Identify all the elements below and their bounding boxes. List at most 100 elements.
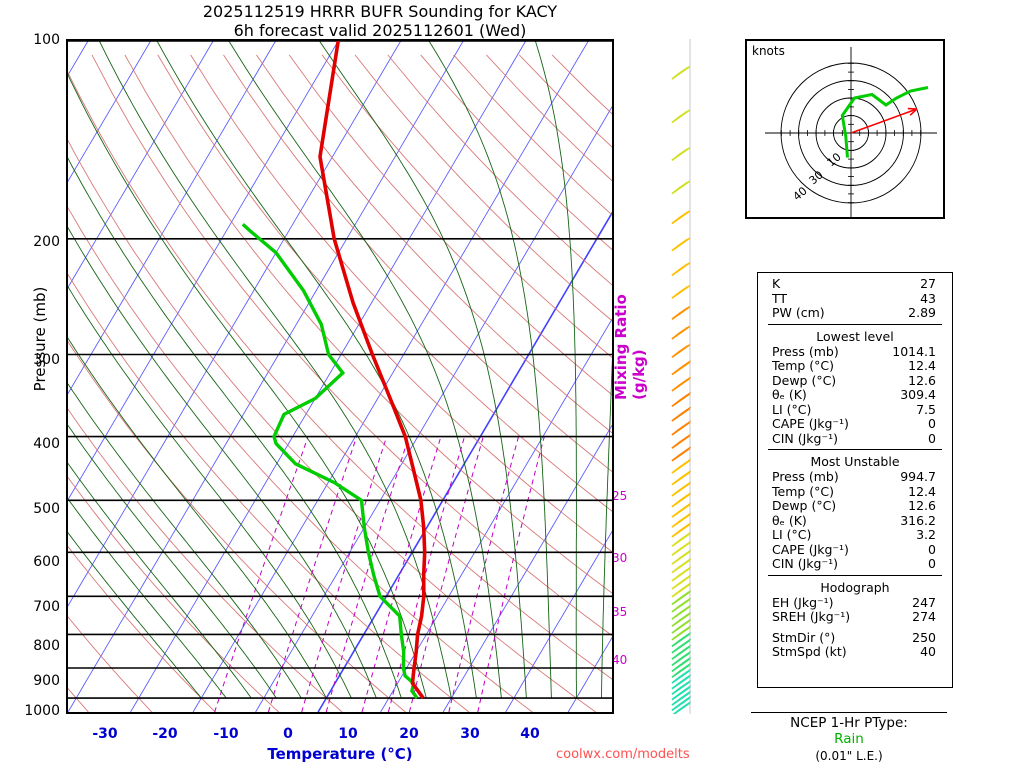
unstable-value-cin: 0 — [928, 556, 936, 571]
param-label-pw: PW (cm) — [772, 305, 825, 320]
temp-tick-10: 10 — [338, 726, 358, 742]
unstable-row-temp: Temp (°C) 12.4 — [758, 483, 952, 500]
ptype-value: Rain — [834, 731, 864, 747]
hodo-value-eh: 247 — [912, 594, 936, 610]
ptype-note: (0.01" L.E.) — [815, 749, 883, 763]
unstable-row-dewp: Dewp (°C) 12.6 — [758, 498, 952, 514]
hodograph-panel[interactable]: 10 30 40 — [745, 39, 945, 219]
unstable-label-thetae: θₑ (K) — [772, 512, 807, 528]
temp-tick--10: -10 — [213, 726, 239, 742]
hodo-label-stmdir: StmDir (°) — [772, 629, 836, 645]
lowest-value-thetae: 309.4 — [900, 387, 936, 402]
lowest-row-press: Press (mb) 1014.1 — [758, 343, 952, 360]
param-row-k: K 27 — [758, 276, 952, 292]
lowest-label-cin: CIN (Jkg⁻¹) — [772, 430, 838, 446]
unstable-label-li: LI (°C) — [772, 527, 812, 542]
param-label-k: K — [772, 276, 781, 291]
unstable-value-temp: 12.4 — [908, 483, 936, 499]
hodo-row-eh: EH (Jkg⁻¹) 247 — [758, 594, 952, 611]
pressure-tick-200: 200 — [33, 234, 60, 250]
temp-tick--30: -30 — [92, 726, 118, 742]
lowest-label-cape: CAPE (Jkg⁻¹) — [772, 416, 849, 431]
pressure-tick-900: 900 — [33, 673, 60, 689]
pressure-tick-1000: 1000 — [24, 703, 60, 719]
divider-2 — [768, 449, 942, 450]
hodo-row-stmspd: StmSpd (kt) 40 — [758, 644, 952, 660]
lowest-row-temp: Temp (°C) 12.4 — [758, 358, 952, 374]
lowest-level-header: Lowest level — [816, 328, 894, 344]
hodo-value-sreh: 274 — [912, 609, 936, 624]
chart-title-line2: 6h forecast valid 2025112601 (Wed) — [233, 21, 527, 40]
lowest-value-cape: 0 — [928, 416, 936, 431]
unstable-row-li: LI (°C) 3.2 — [758, 527, 952, 543]
pressure-tick-500: 500 — [33, 501, 60, 517]
x-axis-label: Temperature (°C) — [267, 745, 413, 763]
pressure-tick-300: 300 — [33, 352, 60, 368]
hodo-label-stmspd: StmSpd (kt) — [772, 644, 847, 659]
branding-text: coolwx.com/modelts — [556, 747, 690, 762]
unstable-row-cape: CAPE (Jkg⁻¹) 0 — [758, 541, 952, 558]
hodo-row-stmdir: StmDir (°) 250 — [758, 629, 952, 646]
chart-title-line1: 2025112519 HRRR BUFR Sounding for KACY — [202, 2, 558, 21]
lowest-value-press: 1014.1 — [892, 343, 936, 359]
lowest-row-cape: CAPE (Jkg⁻¹) 0 — [758, 416, 952, 432]
skewt-diagram[interactable] — [66, 39, 614, 714]
pressure-tick-700: 700 — [33, 599, 60, 615]
lowest-label-press: Press (mb) — [772, 343, 839, 359]
unstable-value-press: 994.7 — [900, 469, 936, 484]
lowest-value-temp: 12.4 — [908, 358, 936, 373]
lowest-value-dewp: 12.6 — [908, 372, 936, 388]
unstable-label-temp: Temp (°C) — [772, 483, 835, 499]
lowest-label-temp: Temp (°C) — [772, 358, 835, 373]
lowest-value-li: 7.5 — [916, 401, 936, 417]
param-value-k: 27 — [920, 276, 936, 291]
divider-3 — [768, 574, 942, 576]
unstable-value-li: 3.2 — [916, 527, 936, 542]
lowest-row-dewp: Dewp (°C) 12.6 — [758, 372, 952, 389]
param-value-pw: 2.89 — [908, 305, 936, 320]
mixing-side-tick-30: 30 — [612, 551, 628, 565]
mixing-side-tick-25: 25 — [612, 489, 628, 503]
most-unstable-header: Most Unstable — [810, 454, 900, 469]
ptype-divider — [751, 712, 947, 713]
lowest-row-li: LI (°C) 7.5 — [758, 401, 952, 418]
lowest-label-li: LI (°C) — [772, 401, 812, 417]
unstable-row-thetae: θₑ (K) 316.2 — [758, 512, 952, 529]
lowest-label-dewp: Dewp (°C) — [772, 372, 837, 388]
wind-barbs — [671, 39, 692, 717]
param-row-pw: PW (cm) 2.89 — [758, 305, 952, 321]
skewt-canvas — [68, 41, 612, 712]
ptype-panel: NCEP 1-Hr PType: Rain (0.01" L.E.) — [743, 712, 955, 763]
pressure-tick-800: 800 — [33, 638, 60, 654]
hodo-value-stmspd: 40 — [920, 644, 936, 659]
ptype-header: NCEP 1-Hr PType: — [790, 715, 908, 731]
hodo-label-sreh: SREH (Jkg⁻¹) — [772, 609, 851, 624]
lowest-row-thetae: θₑ (K) 309.4 — [758, 387, 952, 403]
mixing-side-tick-35: 35 — [612, 605, 628, 619]
hodograph-units-label: knots — [752, 44, 785, 58]
hodo-value-stmdir: 250 — [912, 629, 936, 645]
temp-tick--20: -20 — [152, 726, 178, 742]
unstable-label-cin: CIN (Jkg⁻¹) — [772, 556, 838, 571]
unstable-label-cape: CAPE (Jkg⁻¹) — [772, 541, 849, 557]
temp-tick-20: 20 — [399, 726, 419, 742]
parameters-panel: K 27 TT 43 PW (cm) 2.89 Lowest level Press … — [757, 272, 953, 688]
param-label-tt: TT — [772, 290, 788, 306]
temp-tick-40: 40 — [520, 726, 540, 742]
unstable-value-dewp: 12.6 — [908, 498, 936, 513]
lowest-row-cin: CIN (Jkg⁻¹) 0 — [758, 430, 952, 447]
pressure-tick-100: 100 — [33, 32, 60, 48]
temp-tick-30: 30 — [460, 726, 480, 742]
divider-1 — [768, 323, 942, 325]
temp-tick-0: 0 — [283, 726, 293, 742]
unstable-value-cape: 0 — [928, 541, 936, 557]
unstable-label-dewp: Dewp (°C) — [772, 498, 837, 513]
hodo-row-sreh: SREH (Jkg⁻¹) 274 — [758, 609, 952, 625]
param-row-tt: TT 43 — [758, 290, 952, 307]
pressure-tick-600: 600 — [33, 554, 60, 570]
unstable-label-press: Press (mb) — [772, 469, 839, 484]
pressure-tick-400: 400 — [33, 436, 60, 452]
unstable-value-thetae: 316.2 — [900, 512, 936, 528]
param-value-tt: 43 — [920, 290, 936, 306]
